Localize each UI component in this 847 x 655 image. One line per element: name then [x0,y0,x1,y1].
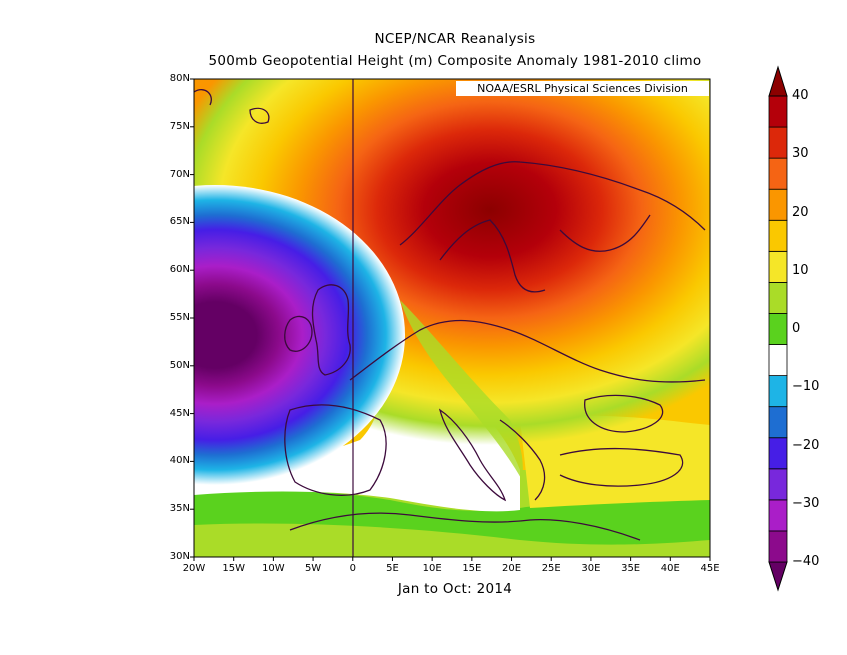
colorbar-segment [768,530,788,563]
lon-label: 40E [660,563,680,574]
lon-label: 10W [262,563,285,574]
lat-label: 65N [169,216,190,228]
lat-label: 75N [169,120,190,132]
chart-title: NCEP/NCAR Reanalysis [374,31,536,47]
lon-label: 20W [182,563,206,574]
colorbar-segment [768,468,788,501]
colorbar-segment [768,219,788,252]
colorbar [768,65,788,592]
lon-label: 15W [222,563,245,574]
lon-label: 35E [621,563,641,574]
colorbar-label: 20 [792,204,809,220]
credit-label: NOAA/ESRL Physical Sciences Division [456,81,709,96]
lon-label: 5E [386,563,399,574]
lat-label: 30N [169,551,190,562]
lat-label: 35N [169,503,190,515]
lat-label: 40N [169,455,190,467]
colorbar-segment [768,281,788,314]
time-period-label: Jan to Oct: 2014 [397,581,513,597]
lat-label: 70N [169,168,190,180]
colorbar-label: −20 [792,437,820,453]
colorbar-segment [768,375,788,408]
colorbar-segment [768,126,788,159]
colorbar-max-arrow [768,65,788,97]
lon-label: 25E [541,563,561,574]
lon-label: 45E [700,563,720,574]
colorbar-label: 10 [792,262,809,278]
colorbar-label: −10 [792,379,820,395]
colorbar-segment [768,344,788,376]
colorbar-label: −40 [792,554,820,569]
lon-label: 0 [349,563,356,574]
colorbar-segment [768,250,788,283]
lon-label: 20E [502,563,522,574]
coastlines [194,89,706,541]
lon-label: 15E [462,563,482,574]
lat-label: 60N [169,264,190,276]
colorbar-segment [768,188,788,221]
lon-label: 10E [422,563,442,574]
lat-label: 45N [169,407,190,419]
colorbar-label: 30 [792,146,809,162]
colorbar-segment [768,157,788,190]
lon-label: 30E [581,563,601,574]
colorbar-segment [768,95,788,128]
lat-label: 50N [169,359,190,371]
colorbar-segment [768,406,788,439]
anomaly-field [194,79,710,557]
lon-label: 5W [304,563,322,574]
colorbar-label: 0 [792,321,801,336]
colorbar-label: −30 [792,495,820,511]
chart-subtitle: 500mb Geopotential Height (m) Composite … [208,53,702,69]
colorbar-label: 40 [792,88,809,103]
lat-label: 55N [169,312,190,323]
lat-label: 80N [169,73,190,84]
colorbar-segment [768,499,788,532]
colorbar-segment [768,437,788,470]
colorbar-segment [768,313,788,345]
